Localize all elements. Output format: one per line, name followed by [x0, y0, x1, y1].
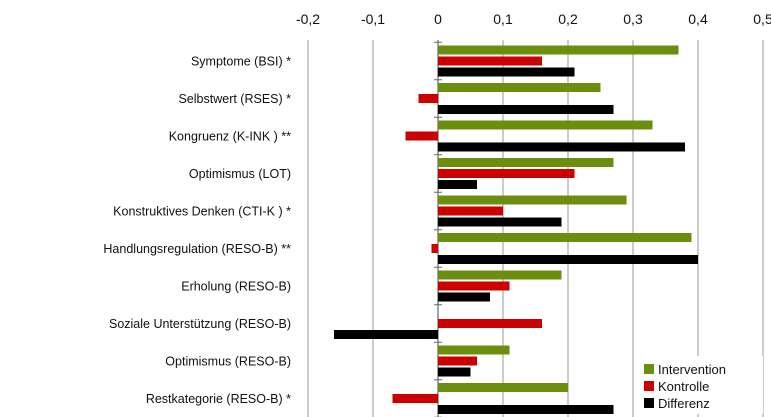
bar-kontrolle: [405, 131, 438, 141]
legend-label: Differenz: [658, 396, 710, 411]
bar-intervention: [438, 158, 614, 167]
x-tick-label: 0,2: [558, 11, 578, 27]
legend-swatch: [644, 398, 654, 408]
legend-label: Kontrolle: [658, 379, 709, 394]
bar-kontrolle: [438, 356, 477, 366]
bar-differenz: [438, 180, 477, 189]
legend-box: [636, 356, 763, 414]
bar-kontrolle: [438, 206, 503, 216]
bar-intervention: [438, 195, 627, 205]
bar-kontrolle: [438, 56, 542, 66]
bar-intervention: [438, 45, 679, 55]
category-label: Optimismus (LOT): [189, 167, 291, 181]
category-label: Optimismus (RESO-B): [165, 355, 291, 369]
bar-kontrolle: [438, 169, 575, 178]
bar-differenz: [438, 255, 698, 264]
category-label: Handlungsregulation (RESO-B) **: [103, 242, 291, 256]
x-tick-label: 0,3: [623, 11, 643, 27]
bars: [334, 45, 698, 414]
bar-intervention: [438, 120, 653, 130]
x-tick-label: 0: [434, 11, 442, 27]
bar-differenz: [438, 142, 685, 152]
bar-intervention: [438, 270, 562, 280]
bar-kontrolle: [431, 244, 438, 253]
bar-differenz: [334, 330, 438, 339]
category-label: Symptome (BSI) *: [191, 55, 291, 69]
bar-differenz: [438, 405, 614, 414]
bar-differenz: [438, 105, 614, 114]
x-tick-label: -0,2: [296, 11, 320, 27]
bar-differenz: [438, 292, 490, 302]
x-tick-label: 0,5: [753, 11, 771, 27]
bar-intervention: [438, 83, 601, 92]
bar-kontrolle: [392, 394, 438, 403]
bar-kontrolle: [438, 319, 542, 328]
x-tick-label: 0,1: [493, 11, 513, 27]
legend-label: Intervention: [658, 362, 726, 377]
x-tick-label: 0,4: [688, 11, 708, 27]
legend-swatch: [644, 381, 654, 391]
bar-differenz: [438, 367, 471, 377]
x-tick-label: -0,1: [361, 11, 385, 27]
bar-differenz: [438, 67, 575, 77]
legend-swatch: [644, 364, 654, 374]
category-label: Selbstwert (RSES) *: [178, 92, 291, 106]
x-axis-tick-labels: -0,2 -0,1 0 0,1 0,2 0,3 0,4 0,5: [296, 11, 771, 27]
category-label: Kongruenz (K-INK ) **: [169, 130, 291, 144]
bar-intervention: [438, 345, 510, 355]
bar-intervention: [438, 383, 568, 392]
category-labels: Symptome (BSI) * Selbstwert (RSES) * Kongr…: [103, 55, 291, 407]
bar-kontrolle: [418, 94, 438, 103]
bar-intervention: [438, 233, 692, 242]
bar-differenz: [438, 217, 562, 227]
category-label: Erholung (RESO-B): [181, 280, 291, 294]
legend: Intervention Kontrolle Differenz: [636, 356, 763, 414]
category-label: Restkategorie (RESO-B) *: [146, 392, 291, 406]
category-label: Soziale Unterstützung (RESO-B): [109, 317, 291, 331]
bar-kontrolle: [438, 281, 510, 291]
category-label: Konstruktives Denken (CTI-K ) *: [113, 205, 291, 219]
